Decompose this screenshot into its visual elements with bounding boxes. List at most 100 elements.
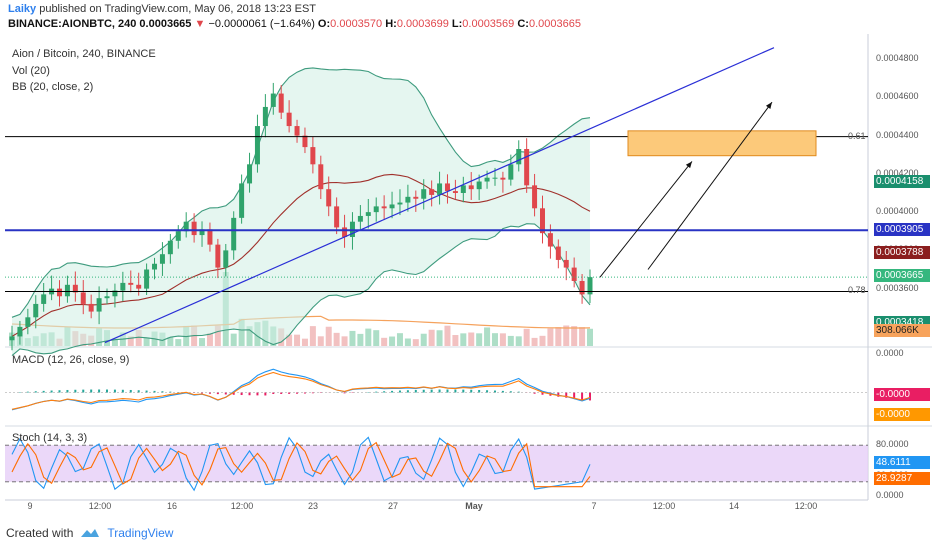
low-value: 0.0003569 — [462, 18, 515, 30]
stoch-axis-tick: 0.0000 — [876, 490, 904, 500]
volume-bar — [396, 333, 403, 346]
candle-body — [207, 229, 213, 245]
candle-body — [57, 288, 63, 297]
volume-bar — [531, 337, 538, 346]
candle-body — [579, 280, 585, 295]
volume-bar — [515, 336, 522, 346]
time-axis-tick: 12:00 — [652, 501, 676, 511]
volume-bar — [555, 327, 562, 346]
candle-body — [104, 296, 110, 299]
time-axis-tick: 23 — [307, 501, 318, 511]
volume-bar — [127, 336, 134, 346]
candle-body — [159, 254, 165, 264]
volume-bar — [428, 329, 435, 346]
chart-canvas[interactable] — [0, 34, 932, 520]
price-axis-tick: 0.0003600 — [876, 282, 919, 293]
volume-bar — [206, 333, 213, 346]
volume-bar — [468, 332, 475, 346]
candle-body — [365, 212, 371, 216]
close-value: 0.0003665 — [528, 18, 581, 30]
candle-body — [80, 292, 86, 304]
candle-body — [563, 259, 569, 268]
last-price: 0.0003665 — [139, 18, 192, 30]
stoch-axis-label: 28.9287 — [874, 472, 930, 485]
volume-bar — [341, 336, 348, 346]
volume-bar — [381, 337, 388, 346]
candle-body — [437, 183, 443, 195]
publish-info: published on TradingView.com, May 06, 20… — [39, 3, 317, 15]
stoch-d-line — [11, 441, 591, 488]
volume-bar — [499, 333, 506, 346]
time-axis-tick: 27 — [387, 501, 398, 511]
price-axis-label: 0.0004158 — [874, 174, 930, 188]
time-axis-tick: 16 — [166, 501, 177, 511]
symbol-header: BINANCE:AIONBTC, 240 0.0003665 ▼ −0.0000… — [8, 18, 581, 30]
macd-line — [11, 368, 591, 411]
candle-body — [452, 191, 458, 193]
macd-legend[interactable]: MACD (12, 26, close, 9) — [12, 354, 130, 366]
macd-axis-label: -0.0000 — [874, 388, 930, 401]
candle-body — [294, 126, 300, 136]
candle-body — [112, 290, 118, 297]
volume-bar — [539, 335, 546, 346]
candle-body — [239, 183, 245, 218]
candle-body — [247, 164, 253, 184]
created-with: Created with — [6, 526, 74, 540]
fib-label-061: 0.61 — [848, 130, 866, 141]
volume-bar — [301, 338, 308, 346]
price-axis-tick: 0.0004200 — [876, 167, 919, 178]
volume-bar — [452, 335, 459, 346]
candle-body — [302, 135, 308, 148]
price-axis-label: 0.0003788 — [874, 245, 930, 259]
volume-bar — [357, 333, 364, 346]
candle-body — [357, 215, 363, 222]
tradingview-brand[interactable]: TradingView — [107, 526, 174, 540]
candle-body — [555, 246, 561, 260]
candle-body — [476, 181, 482, 190]
tradingview-logo-icon — [81, 529, 100, 537]
volume-bar — [199, 338, 206, 346]
arrow-short — [599, 161, 693, 278]
volume-bar — [111, 338, 118, 346]
stoch-legend[interactable]: Stoch (14, 3, 3) — [12, 432, 88, 444]
volume-legend[interactable]: Vol (20) — [12, 65, 50, 77]
candle-body — [262, 106, 268, 127]
publisher-name[interactable]: Laiky — [8, 3, 37, 15]
candle-body — [429, 189, 435, 195]
candle-body — [310, 147, 316, 165]
bollinger-legend[interactable]: BB (20, close, 2) — [12, 81, 94, 93]
candle-body — [120, 282, 126, 291]
volume-bar — [587, 328, 593, 346]
candle-body — [444, 183, 450, 192]
macd-axis-label: -0.0000 — [874, 408, 930, 421]
candle-body — [571, 267, 577, 281]
candle-body — [334, 206, 340, 228]
candle-body — [539, 208, 545, 234]
volume-bar — [484, 327, 491, 346]
volume-bar — [563, 325, 570, 346]
candle-body — [33, 303, 39, 318]
candle-body — [500, 177, 506, 180]
volume-bar — [309, 326, 316, 346]
candle-body — [421, 189, 427, 199]
volume-bar — [214, 325, 221, 346]
candle-body — [460, 185, 466, 193]
candle-body — [532, 185, 538, 209]
candle-body — [88, 303, 94, 312]
candle-body — [524, 149, 530, 186]
candle-body — [484, 177, 490, 182]
high-value: 0.0003699 — [396, 18, 449, 30]
candle-body — [144, 269, 150, 289]
bollinger-upper-line — [11, 67, 591, 318]
candle-body — [492, 177, 498, 179]
time-axis-tick: 12:00 — [88, 501, 112, 511]
candle-body — [64, 284, 70, 297]
price-axis-tick: 0.0004600 — [876, 91, 919, 102]
volume-bar — [547, 328, 554, 346]
time-axis-tick: 14 — [728, 501, 739, 511]
candle-body — [183, 221, 189, 232]
candle-body — [405, 196, 411, 203]
stoch-k-line — [11, 436, 591, 492]
volume-bar — [294, 334, 301, 346]
candle-body — [9, 336, 15, 341]
